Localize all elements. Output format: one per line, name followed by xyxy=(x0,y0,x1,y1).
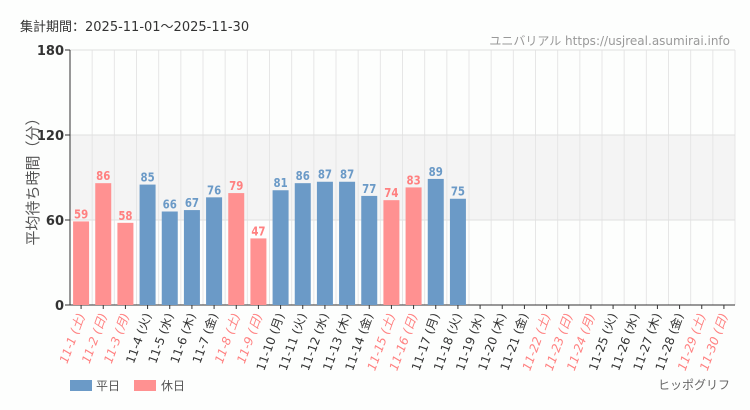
bar xyxy=(272,190,289,305)
legend-swatch-holiday xyxy=(134,380,156,391)
bar xyxy=(95,183,112,305)
bar xyxy=(449,198,466,305)
legend: 平日 休日 xyxy=(70,379,185,393)
bar xyxy=(405,187,422,305)
bar-value-label: 47 xyxy=(251,225,265,239)
attraction-name: ヒッポグリフ xyxy=(658,378,730,392)
bar xyxy=(427,178,444,305)
bar-value-label: 87 xyxy=(340,168,354,182)
period-label: 集計期間：2025-11-01〜2025-11-30 xyxy=(20,19,249,35)
bar-value-label: 58 xyxy=(118,209,132,223)
legend-label-holiday: 休日 xyxy=(161,379,185,393)
y-axis-label: 平均待ち時間（分） xyxy=(24,110,42,245)
bar-value-label: 79 xyxy=(229,179,243,193)
site-credit: ユニバリアル https://usjreal.asumirai.info xyxy=(489,34,730,48)
bar xyxy=(183,210,200,305)
bar xyxy=(339,181,356,305)
bar xyxy=(73,221,90,305)
bar-value-label: 86 xyxy=(96,169,110,183)
bar-value-label: 77 xyxy=(362,182,376,196)
bar xyxy=(383,200,400,305)
bar xyxy=(294,183,311,305)
bar-value-label: 87 xyxy=(318,168,332,182)
bar-value-label: 89 xyxy=(429,165,443,179)
legend-swatch-weekday xyxy=(70,380,92,391)
bar-value-label: 81 xyxy=(273,176,287,190)
bar-value-label: 59 xyxy=(74,208,88,222)
bar-value-label: 85 xyxy=(140,171,154,185)
bar xyxy=(316,181,333,305)
y-tick-label: 60 xyxy=(46,214,64,229)
bar xyxy=(139,184,156,305)
bar xyxy=(361,195,378,305)
bar-value-label: 66 xyxy=(163,198,177,212)
bar-value-label: 75 xyxy=(451,185,465,199)
bar xyxy=(228,193,245,305)
bar xyxy=(206,197,223,305)
bar-value-label: 83 xyxy=(406,174,420,188)
bar xyxy=(250,238,267,305)
bar-value-label: 74 xyxy=(384,186,398,200)
y-tick-label: 120 xyxy=(37,129,64,144)
bar-value-label: 76 xyxy=(207,184,221,198)
legend-label-weekday: 平日 xyxy=(96,379,120,393)
bar-value-label: 86 xyxy=(296,169,310,183)
bar xyxy=(161,211,178,305)
y-tick-label: 180 xyxy=(37,44,64,59)
bar-value-label: 67 xyxy=(185,196,199,210)
y-tick-label: 0 xyxy=(55,299,64,314)
bar xyxy=(117,222,134,305)
